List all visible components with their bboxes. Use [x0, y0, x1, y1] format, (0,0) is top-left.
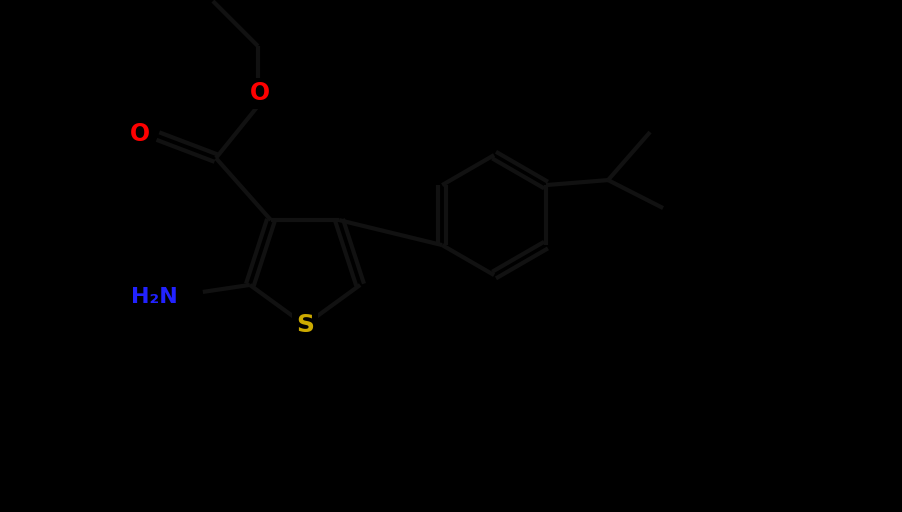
Text: O: O [250, 81, 270, 105]
Text: S: S [296, 313, 314, 337]
Text: O: O [130, 122, 150, 146]
Text: H₂N: H₂N [131, 287, 178, 307]
